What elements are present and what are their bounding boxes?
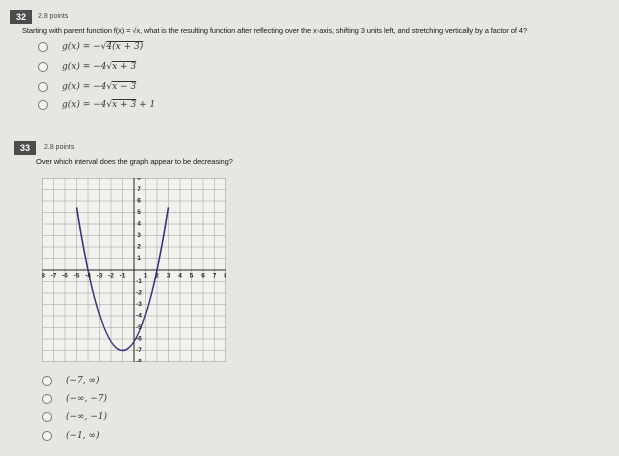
y-tick-label: 1	[137, 255, 141, 262]
option-radicand: x + 3	[112, 100, 137, 110]
graph: -8-7-6-5-4-3-2-11234567887654321-1-2-3-4…	[42, 178, 226, 362]
option-text: g(x) = −√	[62, 42, 107, 52]
option-radicand: x − 3	[112, 82, 137, 92]
x-tick-label: -5	[74, 273, 80, 280]
answer-option[interactable]: g(x) = −4√ x + 3	[38, 62, 136, 72]
question-text: Over which interval does the graph appea…	[36, 157, 233, 166]
option-text: g(x) = −4√	[62, 62, 113, 72]
y-tick-label: -4	[136, 313, 142, 320]
y-tick-label: -7	[136, 347, 142, 354]
question-number: 32	[10, 10, 32, 24]
option-text: g(x) = −4√	[62, 100, 113, 110]
radio[interactable]	[42, 376, 52, 386]
option-radicand: x + 3	[112, 62, 137, 72]
x-tick-label: -1	[120, 273, 126, 280]
option-text: (−7, ∞)	[66, 376, 100, 386]
option-text: g(x) = −4√	[62, 82, 113, 92]
x-tick-label: -6	[62, 273, 68, 280]
radio[interactable]	[42, 431, 52, 441]
x-tick-label: 6	[201, 273, 205, 280]
y-tick-label: -3	[136, 301, 142, 308]
option-text: (−∞, −7)	[66, 394, 108, 404]
question-text: Starting with parent function f(x) = √x,…	[22, 26, 527, 35]
parabola	[75, 207, 170, 351]
y-tick-label: -1	[136, 278, 142, 285]
y-tick-label: 8	[137, 178, 141, 182]
points: 2.8 points	[38, 13, 69, 20]
radio[interactable]	[38, 82, 48, 92]
x-tick-label: 2	[155, 273, 159, 280]
y-tick-label: -5	[136, 324, 142, 331]
y-tick-label: 3	[137, 232, 141, 239]
radio[interactable]	[42, 394, 52, 404]
question-number: 33	[14, 141, 36, 155]
answer-option[interactable]: g(x) = −4√ x − 3	[38, 82, 136, 92]
x-tick-label: -4	[85, 273, 91, 280]
x-tick-label: -3	[97, 273, 103, 280]
y-tick-label: -2	[136, 290, 142, 297]
answer-option[interactable]: (−1, ∞)	[42, 431, 100, 441]
x-tick-label: 3	[167, 273, 171, 280]
answer-option[interactable]: g(x) = −√ 4(x + 3)	[38, 42, 143, 52]
answer-option[interactable]: (−7, ∞)	[42, 376, 100, 386]
x-tick-label: -8	[42, 273, 45, 280]
radio[interactable]	[38, 62, 48, 72]
y-tick-label: 4	[137, 221, 141, 228]
y-tick-label: -6	[136, 336, 142, 343]
y-tick-label: -8	[136, 359, 142, 362]
x-tick-label: -2	[108, 273, 114, 280]
x-tick-label: 1	[144, 273, 148, 280]
x-tick-label: 5	[190, 273, 194, 280]
x-tick-label: 4	[178, 273, 182, 280]
x-tick-label: 7	[213, 273, 217, 280]
y-tick-label: 5	[137, 209, 141, 216]
y-tick-label: 2	[137, 244, 141, 251]
answer-option[interactable]: g(x) = −4√ x + 3 + 1	[38, 100, 155, 110]
option-suffix: + 1	[136, 100, 156, 110]
option-radicand: 4(x + 3)	[106, 42, 144, 52]
x-tick-label: 8	[224, 273, 226, 280]
radio[interactable]	[38, 42, 48, 52]
option-text: (−1, ∞)	[66, 431, 100, 441]
radio[interactable]	[42, 412, 52, 422]
answer-option[interactable]: (−∞, −7)	[42, 394, 107, 404]
y-tick-label: 7	[137, 186, 141, 193]
radio[interactable]	[38, 100, 48, 110]
x-tick-label: -7	[51, 273, 57, 280]
option-text: (−∞, −1)	[66, 412, 108, 422]
answer-option[interactable]: (−∞, −1)	[42, 412, 107, 422]
points: 2.8 points	[44, 144, 75, 151]
y-tick-label: 6	[137, 198, 141, 205]
